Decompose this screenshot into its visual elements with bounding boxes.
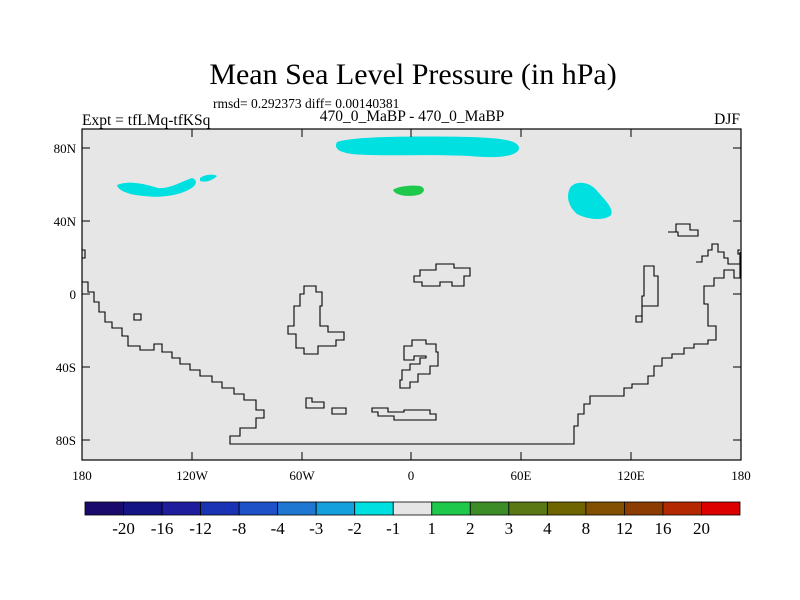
color-bar-legend: -20 -16 -12 -8 -4 -3 -2 -1 1 2 3 4 8 12 16 20	[84, 501, 741, 538]
contour-japan	[668, 223, 699, 237]
y-tick-label: 80N	[54, 141, 77, 156]
legend-label: 16	[654, 519, 671, 538]
y-tick-label: 40S	[56, 360, 76, 375]
x-tick-label: 0	[408, 468, 415, 483]
x-tick-label: 120W	[176, 468, 209, 483]
legend-color-box	[238, 501, 279, 516]
contour-south-atlantic-c	[371, 407, 437, 421]
x-tick-label: 60W	[289, 468, 315, 483]
map-panel: 80N 40N 0 40S 80S 180 120W 60W 0 60E 120…	[54, 128, 751, 483]
anomaly-region-asia	[568, 182, 612, 220]
legend-color-box	[392, 501, 433, 516]
legend-label: -16	[151, 519, 174, 538]
stats-label: rmsd= 0.292373 diff= 0.00140381	[213, 96, 399, 111]
contour-africa-north	[413, 263, 471, 287]
period-label: 470_0_MaBP - 470_0_MaBP	[320, 108, 505, 125]
contour-west-coast	[82, 252, 741, 445]
legend-color-box	[662, 501, 702, 516]
legend-label: 4	[543, 519, 552, 538]
legend-color-box	[701, 501, 741, 516]
contour-south-atlantic-a	[305, 397, 325, 409]
legend-label: -2	[348, 519, 362, 538]
legend-color-box	[354, 501, 394, 516]
anomaly-region-europe	[393, 185, 424, 196]
legend-color-box	[624, 501, 664, 516]
legend-color-box	[84, 501, 124, 516]
contour-asia-coast	[696, 243, 741, 265]
legend-label: -3	[309, 519, 323, 538]
anomaly-region-pacific-north-fragment	[200, 174, 217, 182]
x-tick-label: 120E	[617, 468, 645, 483]
legend-label: -4	[271, 519, 286, 538]
legend-label: 12	[616, 519, 633, 538]
legend-label: 20	[693, 519, 710, 538]
anomaly-region-arctic	[335, 136, 520, 158]
contour-asia-east	[635, 265, 659, 323]
legend-color-box	[315, 501, 356, 516]
contour-america-interior	[287, 285, 345, 355]
x-tick-label: 180	[72, 468, 92, 483]
legend-label: 8	[582, 519, 591, 538]
contour-south-atlantic-b	[331, 407, 347, 415]
legend-label: -12	[189, 519, 212, 538]
contour-land-island	[133, 313, 142, 321]
contour-lines	[82, 223, 741, 445]
anomaly-region-pacific-north	[117, 178, 196, 197]
y-tick-label: 0	[70, 287, 77, 302]
y-tick-label: 80S	[56, 433, 76, 448]
legend-label: -1	[386, 519, 400, 538]
x-tick-label: 60E	[511, 468, 532, 483]
legend-color-box	[123, 501, 163, 516]
legend-label: 1	[428, 519, 437, 538]
contour-west-edge-step	[82, 249, 86, 259]
legend-color-box	[546, 501, 587, 516]
legend-label: 2	[466, 519, 475, 538]
legend-label: -8	[232, 519, 246, 538]
contour-africa-south	[399, 339, 439, 389]
legend-label: 3	[505, 519, 514, 538]
legend-color-box	[508, 501, 548, 516]
legend-label: -20	[112, 519, 135, 538]
legend-color-box	[431, 501, 471, 516]
legend-color-box	[277, 501, 317, 516]
legend-color-box	[200, 501, 240, 516]
plot-title: Mean Sea Level Pressure (in hPa)	[209, 58, 616, 91]
season-label: DJF	[714, 111, 740, 128]
x-tick-label: 180	[731, 468, 751, 483]
y-tick-label: 40N	[54, 214, 77, 229]
legend-color-box	[161, 501, 201, 516]
tick-marks	[81, 129, 742, 460]
experiment-label: Expt = tfLMq-tfKSq	[82, 112, 211, 129]
legend-color-box	[469, 501, 510, 516]
legend-color-box	[585, 501, 625, 516]
